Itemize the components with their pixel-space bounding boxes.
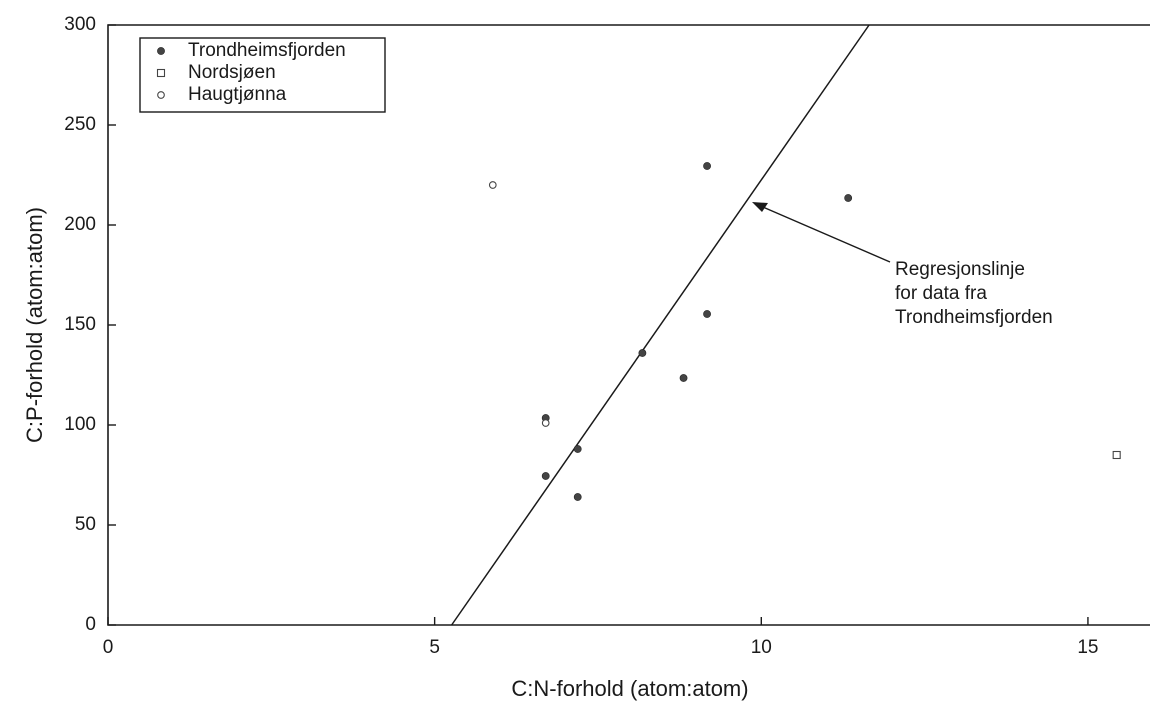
regression-line <box>451 24 870 626</box>
point <box>703 162 711 170</box>
legend-marker <box>156 68 166 78</box>
y-tick-label: 150 <box>64 314 96 335</box>
legend-label: Nordsjøen <box>188 62 276 83</box>
point <box>703 310 711 318</box>
x-tick-label: 15 <box>1077 637 1098 658</box>
legend-marker <box>157 91 165 99</box>
y-tick-label: 0 <box>85 614 96 635</box>
x-axis-label: C:N-forhold (atom:atom) <box>511 676 748 701</box>
point <box>573 493 582 501</box>
y-axis-label: C:P-forhold (atom:atom) <box>22 207 47 443</box>
legend-label: Trondheimsfjorden <box>188 40 346 61</box>
x-tick-label: 5 <box>429 637 440 658</box>
y-tick-label: 100 <box>64 414 96 435</box>
point <box>541 472 550 480</box>
annotation-text: for data fra <box>895 283 987 304</box>
annotation-arrow <box>755 203 891 263</box>
point <box>573 445 582 453</box>
legend-box <box>139 37 386 113</box>
legend-marker <box>157 47 165 55</box>
y-tick-label: 300 <box>64 14 96 35</box>
y-tick-label: 50 <box>75 514 96 535</box>
x-tick-label: 10 <box>751 637 772 658</box>
legend-label: Haugtjønna <box>188 84 287 105</box>
point <box>844 194 853 202</box>
annotation-text: Regresjonslinje <box>895 259 1025 280</box>
arrow-head <box>752 202 768 212</box>
point <box>541 419 550 427</box>
annotation-text: Trondheimsfjorden <box>895 307 1053 328</box>
point <box>488 181 497 189</box>
point <box>638 349 647 357</box>
point <box>679 374 688 382</box>
x-tick-label: 0 <box>103 637 114 658</box>
y-tick-label: 250 <box>64 114 96 135</box>
y-tick-label: 200 <box>64 214 96 235</box>
point <box>1112 450 1121 460</box>
